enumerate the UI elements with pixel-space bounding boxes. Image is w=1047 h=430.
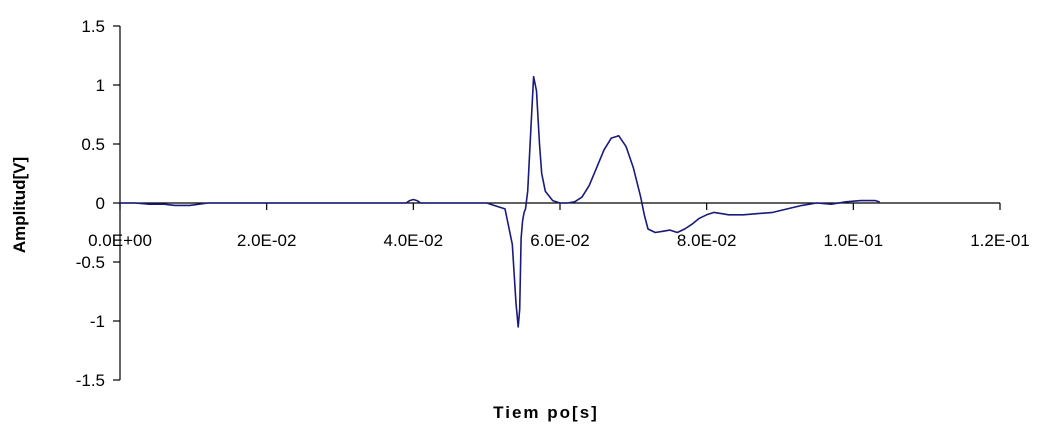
x-tick-label: 2.0E-02 bbox=[237, 231, 297, 250]
x-tick-label: 1.2E-01 bbox=[970, 231, 1030, 250]
y-axis-title: Amplitud[V] bbox=[10, 157, 29, 253]
x-tick-label: 6.0E-02 bbox=[530, 231, 590, 250]
x-tick-label: 0.0E+00 bbox=[88, 231, 152, 250]
y-axis-ticks: 1.5 1 0.5 0 -0.5 -1 -1.5 bbox=[76, 17, 120, 390]
x-tick-label: 4.0E-02 bbox=[384, 231, 444, 250]
x-axis-ticks: 0.0E+00 2.0E-02 4.0E-02 6.0E-02 8.0E-02 1.0E-… bbox=[88, 203, 1030, 250]
series-layer bbox=[120, 75, 881, 328]
y-tick-label: -1.5 bbox=[76, 371, 105, 390]
y-tick-label: 1 bbox=[96, 76, 105, 95]
y-tick-label: 0 bbox=[96, 194, 105, 213]
series-line bbox=[120, 75, 881, 328]
x-axis-title: Tiem po[s] bbox=[493, 403, 599, 422]
y-tick-label: 1.5 bbox=[81, 17, 105, 36]
y-tick-label: -0.5 bbox=[76, 253, 105, 272]
x-tick-label: 8.0E-02 bbox=[677, 231, 737, 250]
y-tick-label: -1 bbox=[90, 312, 105, 331]
x-tick-label: 1.0E-01 bbox=[824, 231, 884, 250]
y-tick-label: 0.5 bbox=[81, 135, 105, 154]
